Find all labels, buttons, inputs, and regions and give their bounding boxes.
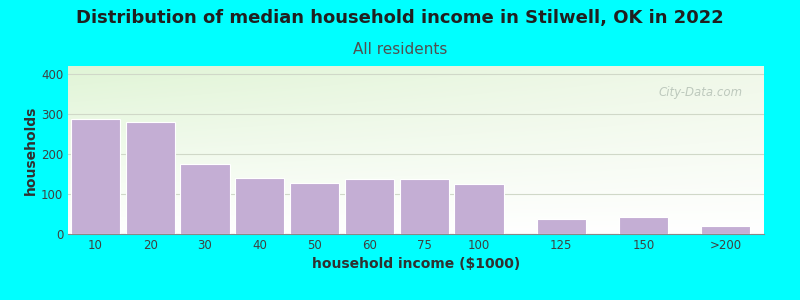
- Bar: [454, 184, 504, 234]
- Text: All residents: All residents: [353, 42, 447, 57]
- Bar: [537, 219, 586, 234]
- Bar: [618, 217, 668, 234]
- Bar: [126, 122, 175, 234]
- Bar: [235, 178, 285, 234]
- Bar: [70, 119, 120, 234]
- Bar: [399, 179, 449, 234]
- Text: City-Data.com: City-Data.com: [659, 86, 743, 99]
- Bar: [180, 164, 230, 234]
- X-axis label: household income ($1000): household income ($1000): [312, 257, 520, 272]
- Y-axis label: households: households: [24, 105, 38, 195]
- Text: Distribution of median household income in Stilwell, OK in 2022: Distribution of median household income …: [76, 9, 724, 27]
- Bar: [290, 183, 339, 234]
- Bar: [701, 226, 750, 234]
- Bar: [345, 179, 394, 234]
